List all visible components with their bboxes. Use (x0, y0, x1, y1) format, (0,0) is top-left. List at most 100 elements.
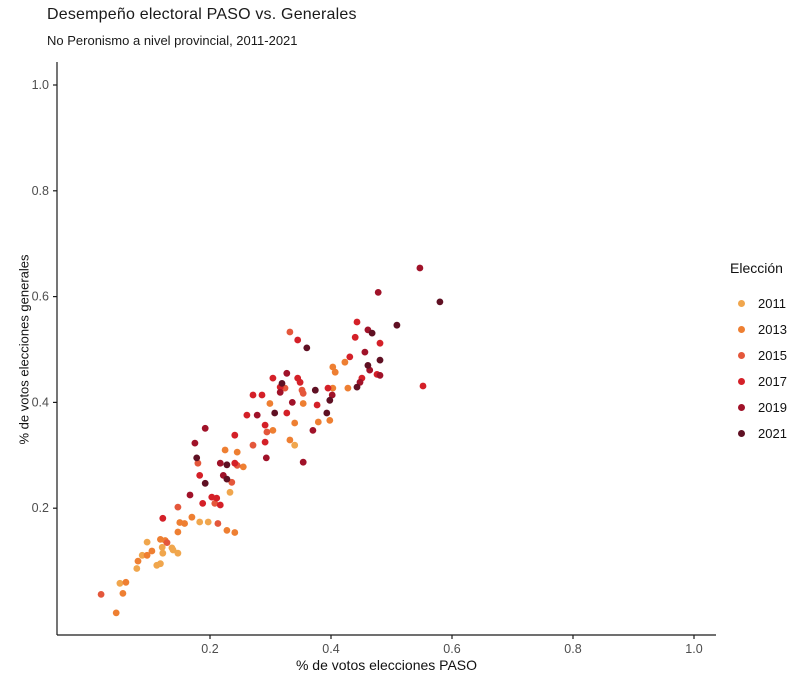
data-point-2019 (186, 491, 194, 499)
data-point-2019 (283, 369, 291, 377)
legend-item-2017: 2017 (730, 368, 787, 394)
data-point-2019 (276, 388, 284, 396)
data-point-2015 (299, 390, 307, 397)
data-point-2011 (116, 579, 124, 587)
data-point-2017 (196, 472, 204, 479)
data-point-2017 (261, 438, 269, 446)
data-point-2013 (331, 368, 339, 376)
data-point-2011 (133, 565, 141, 572)
data-point-2013 (143, 551, 151, 559)
chart-subtitle: No Peronismo a nivel provincial, 2011-20… (47, 33, 298, 48)
data-point-2017 (199, 500, 207, 507)
data-point-2011 (291, 441, 299, 449)
data-point-2021 (278, 380, 286, 387)
data-point-2019 (299, 458, 307, 466)
data-point-2019 (201, 424, 209, 432)
x-tick-label: 0.6 (443, 642, 460, 656)
data-point-2017 (376, 339, 384, 347)
data-point-2015 (214, 520, 222, 527)
legend: Elección 2011 2013 2015 2017 2019 2021 (730, 260, 787, 446)
data-point-2017 (231, 459, 239, 467)
data-point-2013 (122, 578, 130, 586)
data-point-2021 (193, 454, 201, 462)
legend-label: 2013 (758, 321, 787, 337)
x-tick-label: 1.0 (685, 642, 702, 656)
data-point-2019 (288, 399, 296, 406)
y-tick-label: 0.8 (32, 184, 49, 198)
data-point-2013 (329, 384, 337, 392)
data-point-2011 (138, 551, 146, 559)
data-point-2013 (269, 427, 277, 434)
data-point-2021 (201, 479, 209, 487)
data-point-2013 (188, 513, 196, 521)
legend-dot-icon (738, 377, 745, 385)
data-point-2019 (328, 391, 336, 399)
data-point-2017 (261, 421, 269, 429)
chart-title: Desempeño electoral PASO vs. Generales (47, 6, 357, 23)
data-point-2013 (231, 529, 239, 536)
data-point-2013 (291, 419, 299, 427)
legend-item-2019: 2019 (730, 394, 787, 420)
data-point-2013 (266, 400, 274, 407)
data-point-2011 (158, 543, 166, 551)
data-point-2021 (303, 344, 311, 352)
x-tick-label: 0.8 (564, 642, 581, 656)
data-point-2021 (223, 475, 231, 483)
data-point-2011 (226, 488, 234, 496)
data-point-2013 (181, 520, 189, 527)
legend-item-2011: 2011 (730, 290, 787, 316)
data-point-2015 (97, 591, 105, 598)
legend-item-2021: 2021 (730, 420, 787, 446)
data-point-2017 (351, 333, 359, 341)
data-point-2015 (249, 441, 257, 449)
data-point-2017 (313, 401, 321, 409)
data-point-2021 (353, 383, 361, 391)
data-point-2017 (216, 501, 224, 509)
data-point-2013 (329, 363, 337, 371)
data-point-2019 (374, 289, 382, 296)
data-point-2011 (174, 549, 182, 557)
data-point-2019 (361, 348, 369, 356)
data-point-2011 (143, 538, 151, 546)
data-point-2017 (213, 494, 221, 502)
data-point-2011 (204, 518, 212, 526)
data-point-2021 (364, 362, 372, 369)
data-point-2015 (263, 428, 271, 436)
data-point-2015 (286, 328, 294, 336)
legend-label: 2017 (758, 373, 787, 389)
data-point-2021 (223, 461, 231, 469)
legend-label: 2021 (758, 425, 787, 441)
data-point-2019 (253, 411, 261, 419)
legend-label: 2015 (758, 347, 787, 363)
data-point-2021 (436, 298, 444, 306)
data-point-2017 (353, 318, 361, 326)
data-point-2011 (159, 549, 167, 557)
legend-dot-icon (738, 351, 745, 359)
data-point-2013 (223, 527, 231, 534)
x-axis-title: % de votos elecciones PASO (295, 657, 478, 673)
data-point-2021 (326, 396, 334, 404)
data-point-2015 (174, 503, 182, 511)
data-point-2017 (243, 411, 251, 419)
data-point-2013 (174, 528, 182, 536)
data-point-2017 (283, 409, 291, 417)
legend-dot-icon (738, 299, 745, 307)
y-tick-label: 0.6 (32, 290, 49, 304)
data-point-2019 (376, 372, 384, 379)
legend-item-2015: 2015 (730, 342, 787, 368)
data-point-2011 (157, 560, 164, 568)
data-point-2013 (344, 384, 352, 392)
data-point-2013 (341, 358, 349, 366)
data-point-2017 (249, 391, 257, 399)
legend-dot-icon (738, 325, 745, 333)
data-point-2017 (269, 374, 277, 382)
data-point-2011 (196, 518, 204, 526)
y-tick-label: 0.2 (32, 501, 49, 515)
data-point-2017 (324, 384, 332, 392)
data-point-2021 (368, 329, 376, 337)
data-point-2013 (314, 418, 322, 426)
data-point-2013 (326, 417, 334, 424)
data-point-2013 (233, 448, 241, 456)
data-point-2017 (296, 378, 304, 386)
data-point-2021 (323, 409, 331, 417)
